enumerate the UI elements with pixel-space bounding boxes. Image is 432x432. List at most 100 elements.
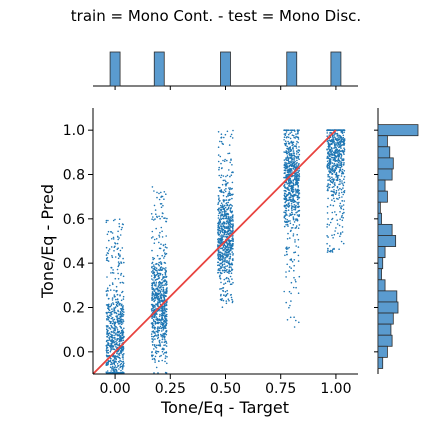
scatter-point	[221, 217, 224, 220]
scatter-point	[154, 266, 156, 269]
scatter-point	[218, 210, 220, 212]
scatter-point	[217, 253, 219, 255]
scatter-point	[163, 296, 166, 299]
scatter-point	[155, 344, 158, 347]
scatter-point	[109, 366, 112, 369]
scatter-point	[286, 221, 289, 223]
right-hist-bar	[377, 290, 398, 303]
scatter-point	[341, 231, 344, 233]
scatter-point	[333, 136, 336, 138]
scatter-point	[224, 267, 226, 270]
scatter-point	[156, 337, 159, 340]
scatter-point	[330, 171, 332, 173]
scatter-point	[153, 320, 155, 323]
scatter-point	[220, 189, 223, 191]
scatter-point	[111, 282, 114, 284]
scatter-point	[336, 134, 339, 136]
scatter-point	[158, 287, 161, 289]
scatter-point	[156, 278, 159, 281]
scatter-point	[337, 198, 339, 200]
scatter-point	[113, 250, 115, 252]
scatter-point	[290, 267, 293, 270]
scatter-point	[228, 194, 231, 196]
scatter-point	[298, 153, 301, 156]
scatter-point	[117, 272, 119, 275]
scatter-point	[284, 140, 287, 142]
scatter-point	[120, 365, 122, 368]
scatter-point	[112, 355, 114, 358]
scatter-point	[336, 151, 338, 153]
scatter-point	[295, 181, 298, 184]
scatter-point	[292, 183, 295, 185]
scatter-point	[223, 200, 225, 203]
scatter-point	[292, 160, 294, 163]
scatter-point	[293, 264, 296, 267]
scatter-point	[159, 272, 162, 275]
scatter-point	[225, 265, 227, 268]
scatter-point	[226, 182, 228, 185]
scatter-point	[152, 219, 155, 221]
scatter-point	[219, 217, 222, 219]
scatter-point	[110, 267, 113, 269]
scatter-point	[108, 332, 111, 334]
scatter-point	[297, 138, 300, 140]
scatter-point	[151, 293, 153, 295]
scatter-point	[329, 143, 331, 145]
scatter-point	[158, 341, 161, 344]
scatter-point	[337, 159, 340, 161]
scatter-point	[116, 344, 119, 346]
scatter-point	[340, 206, 342, 209]
scatter-point	[292, 216, 295, 218]
scatter-point	[105, 362, 108, 364]
scatter-point	[217, 249, 220, 252]
scatter-point	[165, 267, 167, 269]
scatter-point	[219, 208, 222, 211]
scatter-point	[231, 298, 233, 301]
scatter-point	[227, 194, 229, 196]
scatter-point	[159, 355, 161, 358]
scatter-point	[109, 284, 111, 287]
scatter-point	[123, 261, 125, 264]
scatter-point	[286, 150, 288, 153]
scatter-point	[336, 163, 338, 165]
scatter-point	[331, 176, 333, 179]
scatter-point	[294, 241, 296, 243]
scatter-point	[228, 299, 230, 302]
scatter-point	[295, 135, 297, 138]
scatter-point	[326, 166, 329, 168]
scatter-point	[342, 183, 344, 185]
scatter-point	[287, 206, 290, 208]
scatter-point	[337, 142, 340, 145]
scatter-point	[151, 261, 154, 264]
scatter-point	[226, 232, 229, 234]
scatter-point	[151, 294, 153, 297]
scatter-point	[156, 196, 158, 199]
scatter-point	[164, 355, 167, 357]
scatter-point	[221, 238, 224, 241]
scatter-point	[335, 172, 338, 174]
scatter-point	[286, 214, 288, 216]
scatter-point	[219, 274, 221, 277]
scatter-point	[222, 249, 225, 251]
scatter-point	[218, 198, 220, 201]
scatter-point	[164, 311, 166, 313]
scatter-point	[106, 233, 109, 236]
scatter-point	[331, 178, 333, 181]
scatter-point	[335, 227, 337, 229]
scatter-point	[331, 250, 334, 252]
scatter-point	[221, 142, 224, 145]
scatter-point	[342, 217, 345, 219]
scatter-point	[326, 160, 329, 163]
y-tick-label: 0.0	[63, 345, 85, 361]
scatter-point	[112, 283, 114, 286]
scatter-point	[223, 231, 226, 234]
scatter-point	[341, 172, 343, 175]
scatter-point	[164, 243, 167, 246]
scatter-point	[161, 269, 164, 271]
scatter-point	[114, 329, 116, 332]
scatter-point	[161, 274, 164, 276]
scatter-point	[333, 183, 336, 186]
scatter-point	[341, 196, 343, 198]
scatter-point	[163, 305, 166, 308]
right-hist-bar	[377, 124, 419, 137]
